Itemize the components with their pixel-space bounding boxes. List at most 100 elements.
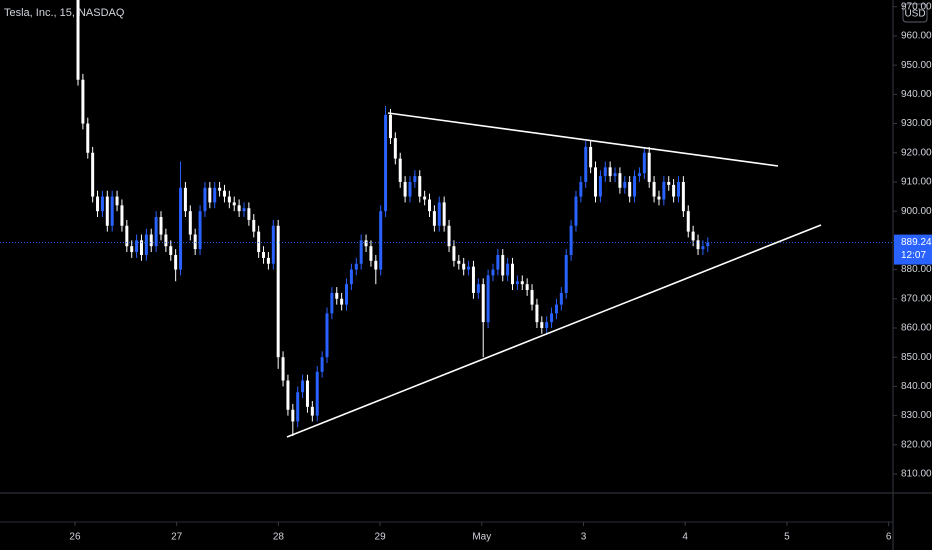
candle-body (91, 152, 95, 197)
candle-body (667, 181, 671, 185)
candle-body (598, 176, 602, 197)
candle-body (232, 202, 236, 206)
candle-body (681, 181, 685, 212)
candle-body (208, 187, 212, 203)
y-tick-label: 840.00 (901, 381, 932, 392)
candle-body (603, 167, 607, 177)
candle-body (242, 208, 246, 212)
candle-body (120, 205, 124, 226)
candle-body (579, 181, 583, 197)
candle-body (271, 225, 275, 264)
candle-body (496, 254, 500, 270)
y-tick-label: 880.00 (901, 264, 932, 275)
candle-body (642, 152, 646, 174)
last-price-label: 889.24 (901, 237, 932, 248)
candle-body (476, 284, 480, 293)
x-tick-label: 29 (375, 532, 387, 543)
y-tick-label: 850.00 (901, 352, 932, 363)
x-tick-label: 26 (69, 532, 81, 543)
trend-line-resistance (387, 112, 779, 167)
candle-body (188, 211, 192, 235)
candle-body (569, 225, 573, 255)
candle-body (115, 196, 119, 206)
x-tick-label: 4 (682, 532, 688, 543)
candle-body (486, 275, 490, 323)
x-tick-label: 28 (273, 532, 285, 543)
x-tick-label: 5 (784, 532, 790, 543)
bar-countdown: 12:07 (901, 250, 926, 261)
y-tick-label: 900.00 (901, 206, 932, 217)
candle-body (369, 246, 373, 261)
y-tick-label: 940.00 (901, 89, 932, 100)
x-tick-label: 6 (886, 532, 892, 543)
candle-body (520, 281, 524, 285)
candle-body (164, 234, 168, 247)
candle-body (222, 190, 226, 197)
candle-body (550, 313, 554, 323)
candle-body (203, 187, 207, 212)
candle-body (442, 202, 446, 226)
candle-body (457, 260, 461, 264)
candle-body (525, 284, 529, 291)
candle-body (252, 219, 256, 232)
candle-body (564, 254, 568, 293)
candle-body (257, 231, 261, 253)
candle-body (100, 196, 104, 212)
candle-body (540, 322, 544, 328)
candle-body (511, 263, 515, 285)
x-tick-label: 3 (581, 532, 587, 543)
candle-body (428, 199, 432, 212)
candle-body (706, 242, 710, 247)
candle-body (467, 266, 471, 270)
candle-body (183, 187, 187, 212)
candle-body (374, 260, 378, 270)
candle-body (179, 187, 183, 270)
candle-body (345, 284, 349, 305)
candle-body (452, 246, 456, 261)
candle-body (96, 196, 100, 212)
candle-body (613, 173, 617, 177)
candle-body (403, 181, 407, 197)
candle-body (218, 187, 222, 191)
candle-body (227, 196, 231, 203)
candle-body (647, 152, 651, 182)
y-tick-label: 950.00 (901, 60, 932, 71)
candle-body (320, 357, 324, 372)
candle-body (139, 240, 143, 255)
currency-badge[interactable] (902, 3, 928, 23)
candle-body (384, 114, 388, 212)
candle-body (286, 380, 290, 410)
candle-body (481, 284, 485, 323)
candle-body (623, 181, 627, 188)
candle-body (559, 292, 563, 305)
candle-body (701, 246, 705, 250)
candle-body (125, 225, 129, 247)
candle-body (462, 263, 466, 270)
candle-body (315, 371, 319, 416)
candle-body (262, 252, 266, 258)
candle-body (501, 254, 505, 276)
candle-body (335, 292, 339, 299)
candle-body (530, 290, 534, 305)
candle-body (628, 181, 632, 197)
candle-body (515, 281, 519, 285)
candle-body (398, 158, 402, 182)
candle-body (81, 79, 85, 124)
candle-body (76, 0, 80, 80)
candle-body (379, 211, 383, 270)
candle-body (594, 167, 598, 197)
candle-body (574, 196, 578, 226)
y-tick-label: 930.00 (901, 118, 932, 129)
candle-body (86, 123, 90, 153)
candle-body (105, 196, 109, 226)
candle-body (193, 234, 197, 250)
candle-body (696, 240, 700, 250)
candle-body (296, 392, 300, 422)
candle-body (432, 211, 436, 226)
y-tick-label: 860.00 (901, 323, 932, 334)
candle-body (388, 114, 392, 139)
candle-body (359, 240, 363, 264)
y-tick-label: 870.00 (901, 293, 932, 304)
